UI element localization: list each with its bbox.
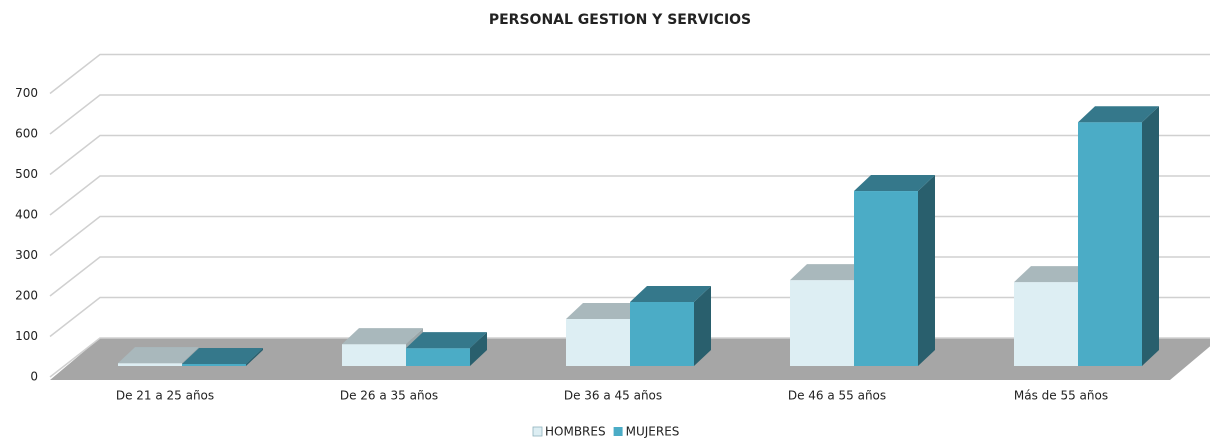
bar — [182, 363, 246, 366]
grid-line — [49, 215, 1210, 257]
x-tick-label: De 26 a 35 años — [340, 389, 438, 403]
grid-line — [49, 256, 1210, 297]
x-tick-label: De 21 a 25 años — [116, 389, 214, 403]
bar-top — [118, 347, 199, 364]
legend-label: MUJERES — [626, 425, 680, 438]
y-tick-label: 300 — [15, 248, 38, 262]
bar-top — [1014, 266, 1095, 283]
bar — [854, 191, 918, 366]
x-tick-label: De 36 a 45 años — [564, 389, 662, 403]
bar — [790, 280, 854, 366]
bar — [406, 348, 470, 366]
bar-top — [182, 347, 263, 364]
y-tick-label: 100 — [15, 329, 38, 343]
bar-top — [406, 332, 487, 349]
x-tick-label: Más de 55 años — [1014, 389, 1108, 403]
legend-swatch — [613, 427, 623, 436]
legend-label: HOMBRES — [545, 425, 606, 438]
grid-line — [49, 53, 1210, 95]
x-tick-label: De 46 a 55 años — [788, 389, 886, 403]
legend-swatch — [532, 426, 543, 437]
bar-top — [790, 264, 871, 281]
bar-top — [566, 303, 647, 320]
y-tick-label: 500 — [15, 167, 38, 181]
chart-title: PERSONAL GESTION Y SERVICIOS — [489, 12, 751, 28]
bar-top — [630, 286, 711, 303]
y-tick-label: 700 — [15, 86, 38, 100]
bar-side — [694, 286, 711, 366]
y-tick-label: 600 — [15, 127, 38, 141]
y-tick-label: 400 — [15, 208, 38, 222]
y-tick-label: 0 — [30, 370, 38, 384]
bar-side — [1142, 106, 1159, 366]
bar-side — [246, 347, 263, 366]
bar-side — [470, 332, 487, 366]
bar — [342, 344, 406, 366]
bar — [118, 363, 182, 366]
bar-top — [342, 328, 423, 345]
bar-top — [854, 175, 935, 192]
bar — [630, 302, 694, 366]
bar — [1078, 122, 1142, 366]
bar — [1014, 282, 1078, 366]
bar — [566, 319, 630, 366]
y-tick-label: 200 — [15, 289, 38, 303]
bar-top — [1078, 106, 1159, 123]
grid-line — [49, 175, 1210, 216]
grid-line — [49, 134, 1210, 176]
grid-line — [49, 94, 1210, 135]
bar-side — [918, 175, 935, 366]
